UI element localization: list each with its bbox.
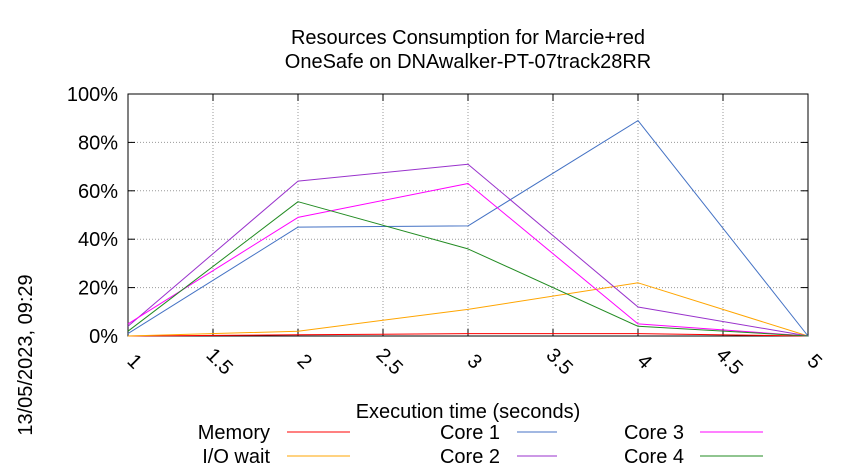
- series-line-core-2: [127, 163, 809, 337]
- x-axis-label: Execution time (seconds): [356, 401, 581, 423]
- x-tick-label: 3.5: [542, 344, 577, 379]
- axes: [127, 93, 809, 337]
- x-tick-label: 1: [123, 350, 146, 373]
- x-tick-label: 2.5: [372, 344, 407, 379]
- x-tick-labels: 1 1.5 2 2.5 3 3.5 4 4.5 5: [123, 344, 826, 379]
- series-line-i-o-wait: [127, 282, 809, 337]
- y-tick-label: 80%: [78, 132, 118, 154]
- y-tick-label: 20%: [78, 278, 118, 300]
- y-tick-label: 60%: [78, 181, 118, 203]
- chart-subtitle: OneSafe on DNAwalker-PT-07track28RR: [285, 51, 651, 73]
- y-tick-labels: 0% 20% 40% 60% 80% 100%: [67, 84, 118, 348]
- x-tick-label: 1.5: [202, 344, 237, 379]
- y-tick-label: 0%: [89, 326, 118, 348]
- x-tick-label: 3: [463, 350, 486, 373]
- x-tick-label: 5: [803, 350, 826, 373]
- series-line-memory: [127, 333, 809, 337]
- legend-label-core-2: Core 2: [440, 446, 500, 468]
- series-lines: [127, 120, 809, 337]
- x-tick-label: 4: [633, 350, 656, 373]
- plot-border: [127, 93, 809, 337]
- y-tick-label: 100%: [67, 84, 118, 106]
- x-tick-label: 4.5: [712, 344, 747, 379]
- series-line-core-3: [127, 183, 809, 337]
- y-tick-label: 40%: [78, 229, 118, 251]
- legend-label-core-1: Core 1: [440, 422, 500, 444]
- legend-label-core-3: Core 3: [624, 422, 684, 444]
- timestamp: 13/05/2023, 09:29: [15, 274, 37, 435]
- series-line-core-4: [127, 201, 809, 337]
- grid: [128, 94, 808, 336]
- legend-label-core-4: Core 4: [624, 446, 684, 468]
- x-tick-label: 2: [293, 350, 316, 373]
- chart-title: Resources Consumption for Marcie+red: [291, 27, 645, 49]
- legend-label-i-o-wait: I/O wait: [202, 446, 270, 468]
- series-line-core-1: [127, 120, 809, 337]
- legend-label-memory: Memory: [198, 422, 270, 444]
